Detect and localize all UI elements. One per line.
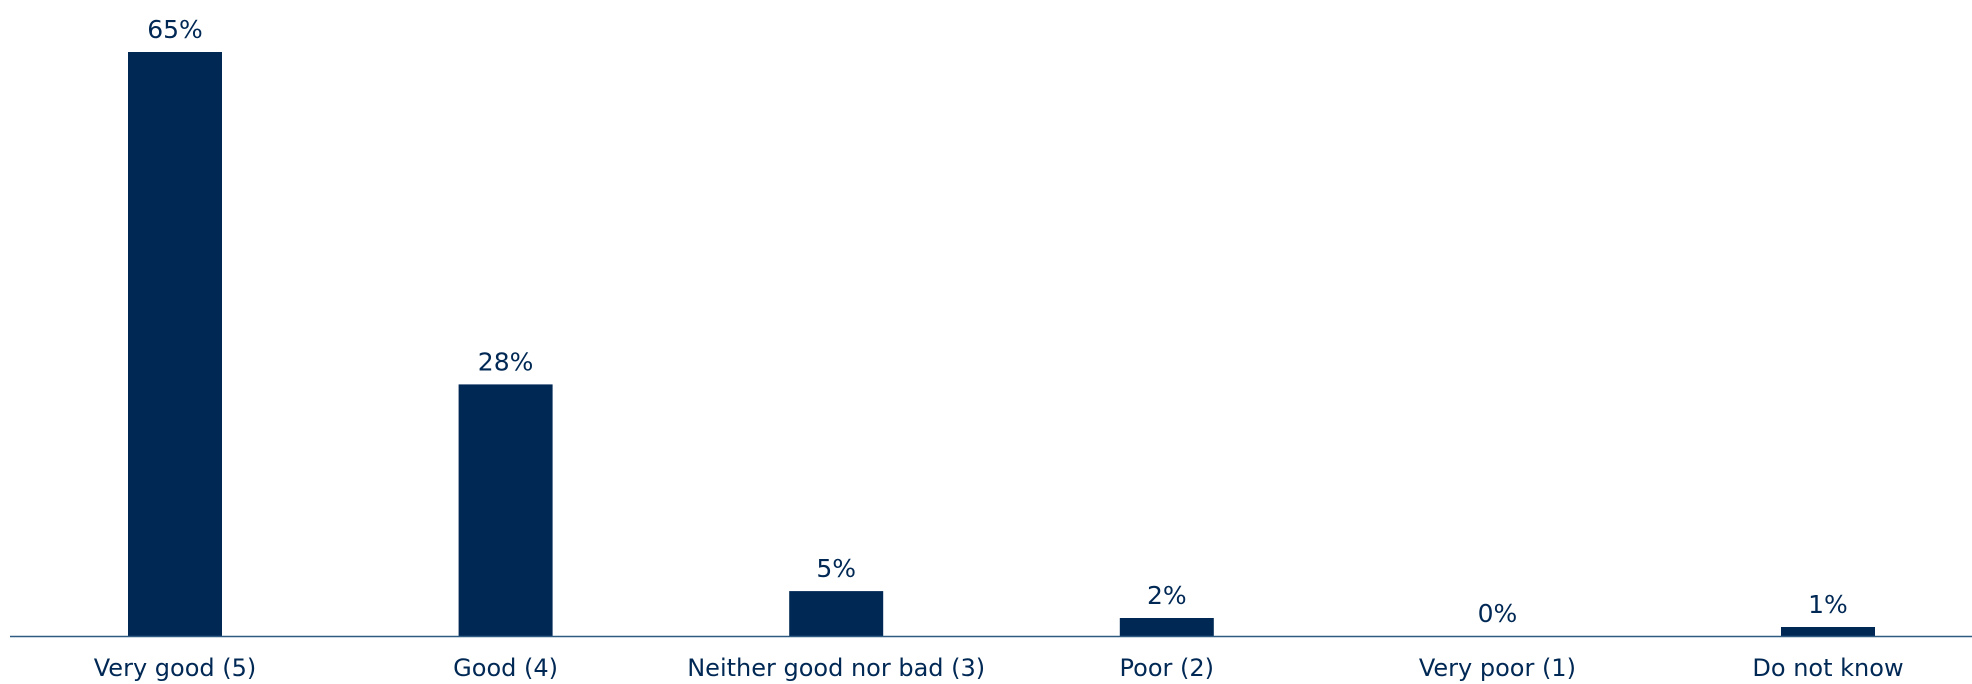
value-labels-group: 65% 28% 5% 2% 0% 1% — [147, 15, 1848, 628]
category-label: Do not know — [1752, 654, 1903, 682]
bar-value-label: 28% — [478, 347, 534, 376]
bar — [789, 591, 884, 636]
bar — [1119, 618, 1214, 636]
bar-value-label: 1% — [1808, 590, 1848, 619]
bar-value-label: 5% — [816, 554, 856, 583]
bar-value-label: 0% — [1478, 599, 1518, 628]
bar-value-label: 2% — [1147, 581, 1187, 610]
category-label: Good (4) — [453, 654, 558, 682]
category-label: Very poor (1) — [1419, 654, 1576, 682]
category-labels-group: Very good (5) Good (4) Neither good nor ba… — [94, 654, 1904, 682]
category-label: Very good (5) — [94, 654, 256, 682]
bar-value-label: 65% — [147, 15, 203, 44]
bar — [128, 52, 222, 636]
category-label: Poor (2) — [1120, 654, 1214, 682]
bars-group — [128, 52, 1875, 636]
category-label: Neither good nor bad (3) — [687, 654, 985, 682]
bar — [458, 384, 553, 636]
bar — [1781, 627, 1875, 636]
